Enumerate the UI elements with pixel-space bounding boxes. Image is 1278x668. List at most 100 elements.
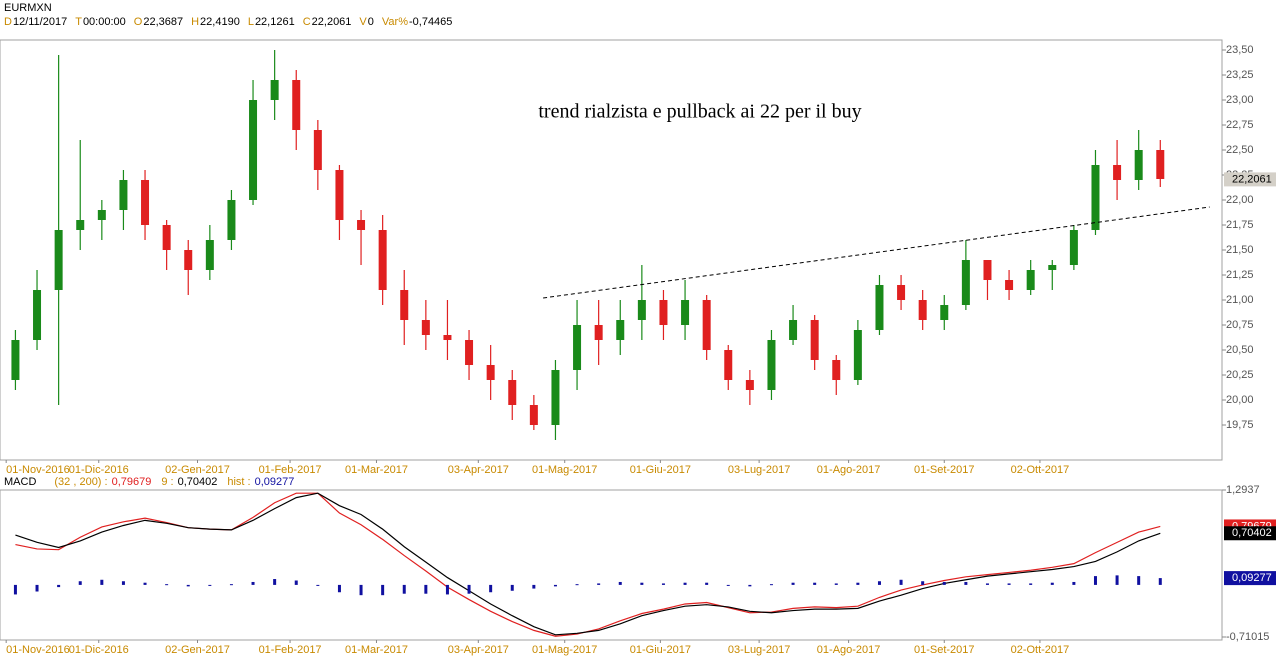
info-key: O xyxy=(134,16,143,28)
candle-body xyxy=(1091,165,1100,230)
y-tick-label: 20,00 xyxy=(1226,394,1254,406)
info-value: 22,3687 xyxy=(143,16,183,28)
info-key: D xyxy=(4,16,12,28)
candle-body xyxy=(702,300,711,350)
hist-bar xyxy=(597,583,601,585)
info-line: D12/11/2017 T00:00:00 O22,3687 H22,4190 L22,… xyxy=(4,16,452,28)
candle-body xyxy=(724,350,733,380)
y-tick-label: 22,00 xyxy=(1226,194,1254,206)
candle-body xyxy=(983,260,992,280)
candle-body xyxy=(745,380,754,390)
hist-bar xyxy=(856,582,860,585)
candle-body xyxy=(1026,270,1035,290)
candle-body xyxy=(681,300,690,325)
hist-bar xyxy=(489,584,493,593)
candle-body xyxy=(897,285,906,300)
candle-body xyxy=(616,320,625,340)
hist-bar xyxy=(813,582,817,585)
x-tick-label: 02-Ott-2017 xyxy=(1011,644,1070,656)
hist-bar xyxy=(165,584,169,586)
hist-bar xyxy=(1093,576,1097,585)
y-tick-label: 19,75 xyxy=(1226,419,1254,431)
hist-bar xyxy=(294,580,298,585)
hist-bar xyxy=(640,582,644,585)
hist-bar xyxy=(359,584,363,596)
hist-bar xyxy=(575,584,579,586)
candle-body xyxy=(1005,280,1014,290)
hist-bar xyxy=(251,581,255,585)
candle-body xyxy=(141,180,150,225)
info-value: 22,4190 xyxy=(200,16,240,28)
y-tick-label: 23,50 xyxy=(1226,44,1254,56)
macd-pane xyxy=(0,489,1223,641)
y-tick-label: 21,50 xyxy=(1226,244,1254,256)
y-tick-label: 22,50 xyxy=(1226,144,1254,156)
x-tick-label: 01-Dic-2016 xyxy=(69,464,129,476)
candle-body xyxy=(940,305,949,320)
hist-bar xyxy=(1158,578,1162,585)
candle-body xyxy=(249,100,258,200)
hist-bar xyxy=(13,584,17,595)
x-tick-label: 03-Lug-2017 xyxy=(728,464,790,476)
macd-line xyxy=(15,492,1161,637)
x-tick-label: 01-Giu-2017 xyxy=(630,464,691,476)
y-tick-label: 21,00 xyxy=(1226,294,1254,306)
info-value: 00:00:00 xyxy=(83,16,126,28)
candle-body xyxy=(1069,230,1078,265)
hist-bar xyxy=(985,583,989,585)
y-tick-label: 22,75 xyxy=(1226,119,1254,131)
hist-bar xyxy=(618,581,622,585)
hist-bar xyxy=(791,582,795,585)
y-tick-label: 23,00 xyxy=(1226,94,1254,106)
x-tick-label: 01-Ago-2017 xyxy=(817,644,881,656)
x-tick-label: 03-Apr-2017 xyxy=(448,464,509,476)
hist-bar xyxy=(121,581,125,585)
x-tick-label: 01-Dic-2016 xyxy=(69,644,129,656)
candle-body xyxy=(918,300,927,320)
info-key: C xyxy=(303,16,311,28)
x-tick-label: 03-Lug-2017 xyxy=(728,644,790,656)
x-tick-label: 01-Feb-2017 xyxy=(259,644,322,656)
candle-body xyxy=(378,230,387,290)
trendline xyxy=(543,206,1210,299)
x-tick-label: 01-Set-2017 xyxy=(914,464,975,476)
hist-bar xyxy=(748,584,752,587)
candle-body xyxy=(486,365,495,380)
hist-bar xyxy=(661,583,665,585)
macd-line xyxy=(15,492,1161,636)
candle-body xyxy=(54,230,63,290)
hist-bar xyxy=(186,584,190,587)
x-tick-label: 02-Ott-2017 xyxy=(1011,464,1070,476)
candle-body xyxy=(465,340,474,365)
hist-bar xyxy=(899,579,903,585)
candle-body xyxy=(1048,265,1057,270)
candle-body xyxy=(227,200,236,240)
x-tick-label: 01-Nov-2016 xyxy=(6,464,70,476)
candle-body xyxy=(205,240,214,270)
candle-body xyxy=(313,130,322,170)
x-tick-label: 01-Mag-2017 xyxy=(532,464,597,476)
candle-body xyxy=(832,360,841,380)
candle-body xyxy=(33,290,42,340)
candle-body xyxy=(508,380,517,405)
last-value-label: 0,09277 xyxy=(1232,572,1272,584)
hist-bar xyxy=(921,581,925,585)
last-value-label: 0,70402 xyxy=(1232,527,1272,539)
x-tick-label: 01-Nov-2016 xyxy=(6,644,70,656)
hist-bar xyxy=(273,579,277,585)
hist-bar xyxy=(877,581,881,585)
x-tick-label: 01-Ago-2017 xyxy=(817,464,881,476)
candle-body xyxy=(659,300,668,325)
candle-body xyxy=(184,250,193,270)
hist-bar xyxy=(78,581,82,585)
candle-body xyxy=(573,325,582,370)
hist-bar xyxy=(964,581,968,585)
hist-bar xyxy=(229,584,233,586)
hist-bar xyxy=(445,584,449,595)
hist-bar xyxy=(769,584,773,586)
x-tick-label: 01-Set-2017 xyxy=(914,644,975,656)
last-price-box xyxy=(1224,172,1276,187)
candle-body xyxy=(529,405,538,425)
x-tick-label: 01-Feb-2017 xyxy=(259,464,322,476)
candle-body xyxy=(443,335,452,340)
